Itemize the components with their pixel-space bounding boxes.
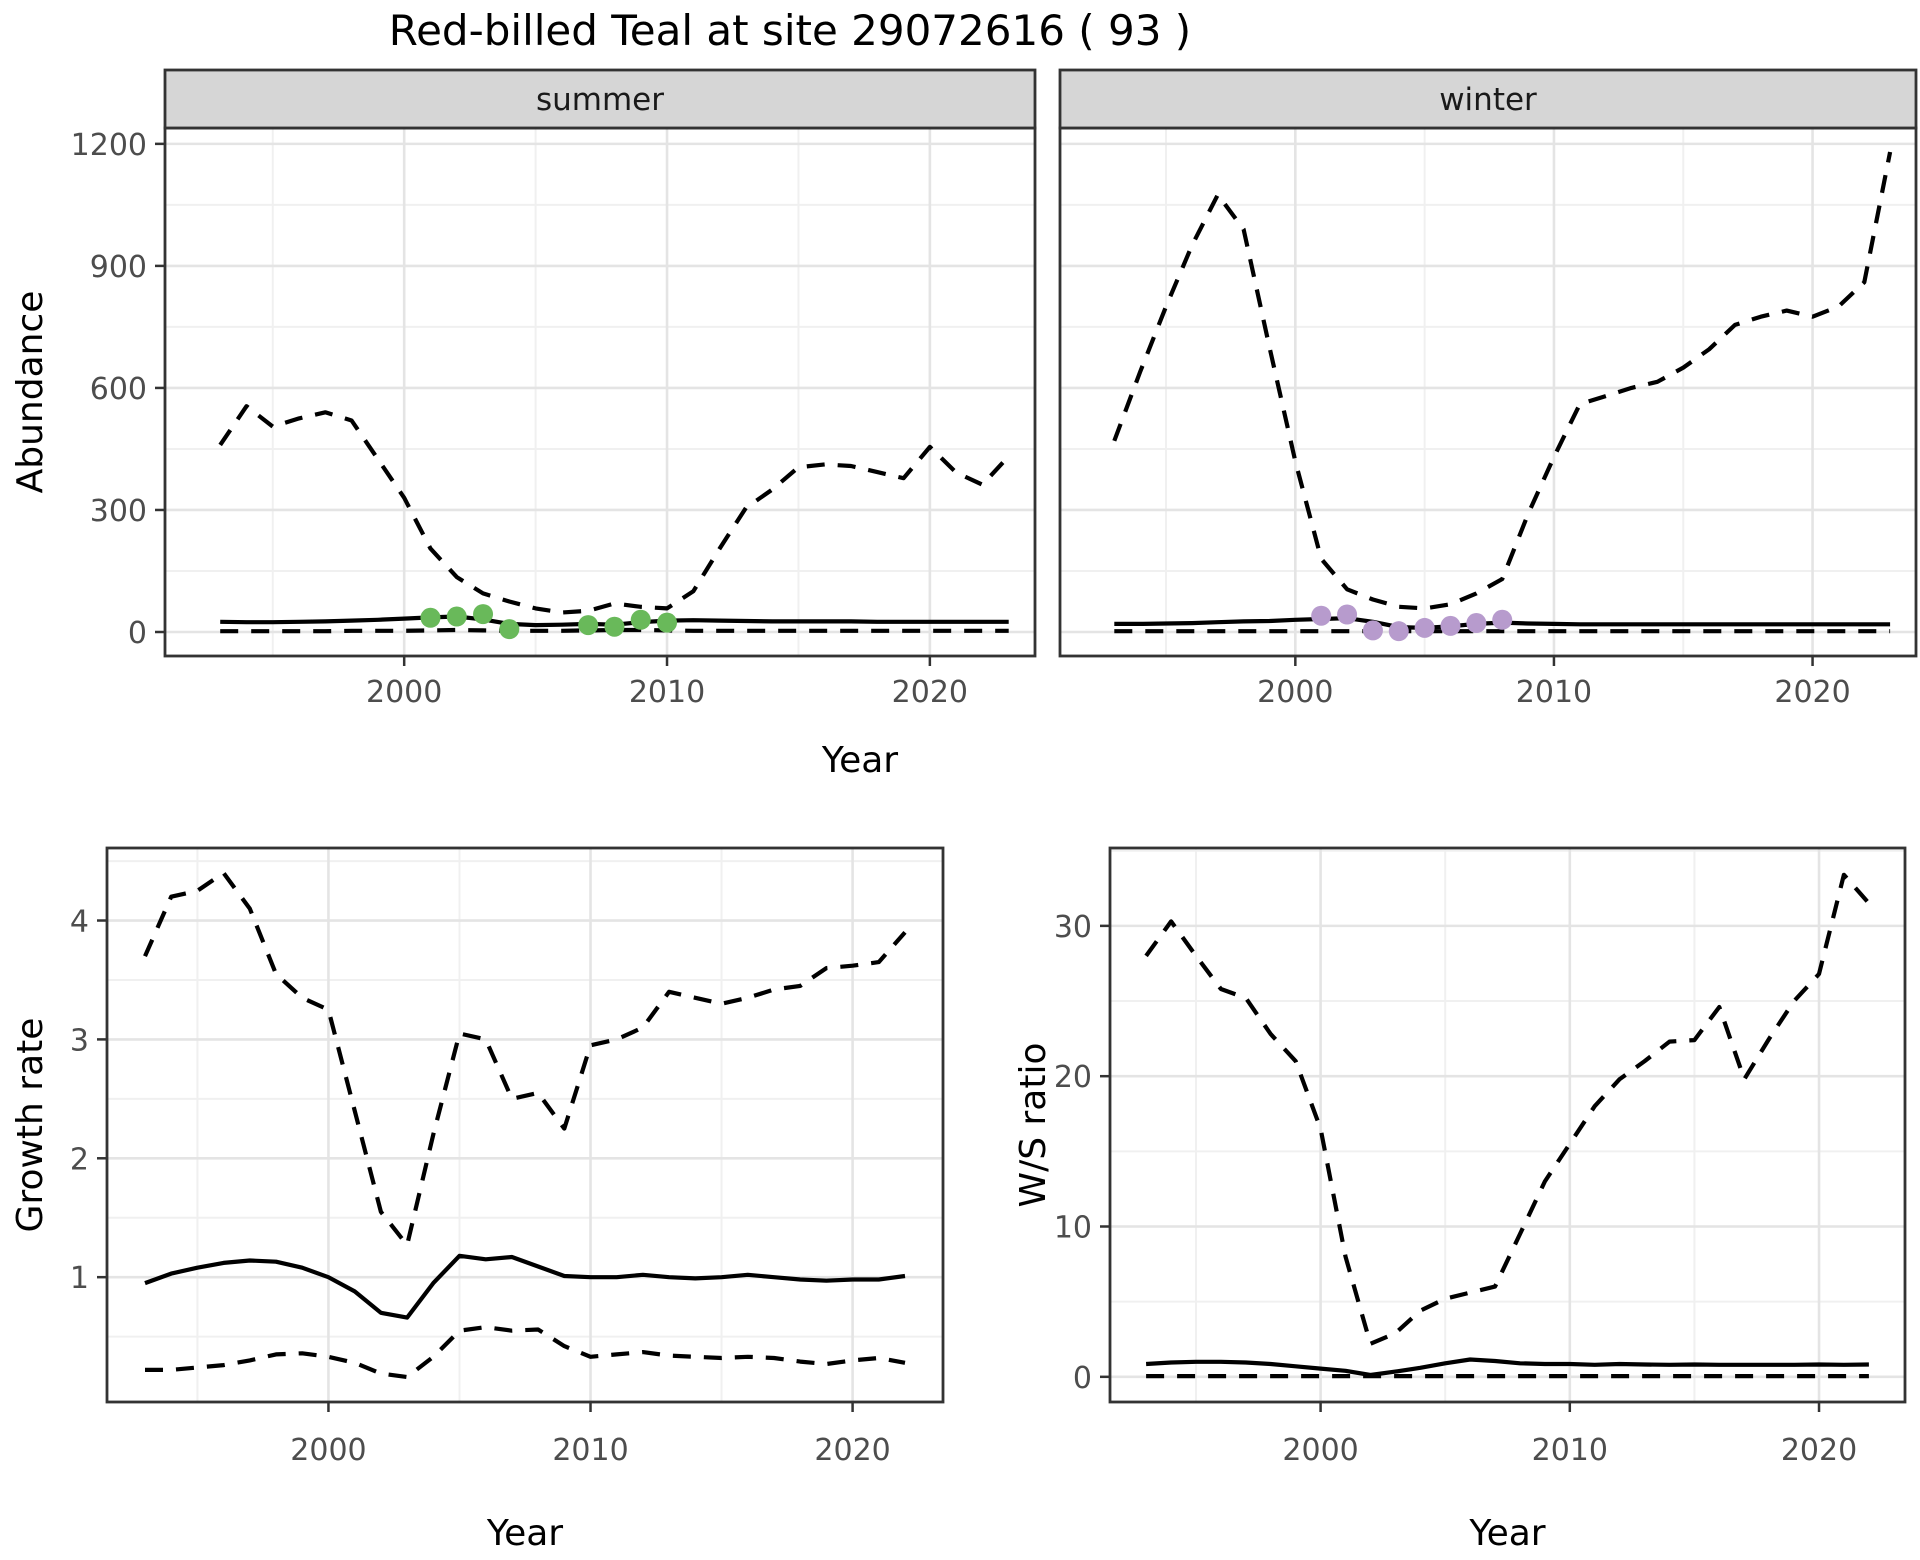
- data-point: [1440, 615, 1461, 636]
- x-tick-label: 2000: [1282, 1433, 1358, 1468]
- x-tick-label: 2020: [1781, 1433, 1857, 1468]
- x-tick-label: 2000: [290, 1433, 366, 1468]
- y-axis-title-growth-rate: Growth rate: [10, 1018, 51, 1233]
- x-tick-label: 2020: [892, 675, 968, 710]
- data-point: [1337, 604, 1358, 625]
- top-y-axis-title: Abundance: [10, 291, 51, 494]
- y-axis-title-ws-ratio: W/S ratio: [1013, 1042, 1054, 1207]
- facet-strip-label: summer: [536, 82, 664, 118]
- top-x-axis-title: Year: [821, 740, 898, 781]
- y-tick-label: 600: [90, 372, 147, 407]
- x-tick-label: 2020: [1774, 675, 1850, 710]
- x-axis-title-growth-rate: Year: [486, 1513, 563, 1554]
- y-tick-label: 30: [1054, 910, 1092, 945]
- series-lower-credible-interval: [220, 627, 1009, 634]
- data-point: [1362, 620, 1383, 641]
- data-point: [1311, 605, 1332, 626]
- data-point: [604, 616, 625, 637]
- x-tick-label: 2000: [366, 675, 442, 710]
- data-point: [578, 615, 599, 636]
- x-tick-label: 2010: [629, 675, 705, 710]
- y-tick-label: 10: [1054, 1211, 1092, 1246]
- facet-strip-label: winter: [1439, 82, 1537, 118]
- panel-growth-rate: 2000 2010 2020 1 2 3 4 Year Growth rate: [10, 846, 945, 1554]
- y-tick-label: 1200: [71, 128, 147, 163]
- data-point: [420, 607, 441, 628]
- x-tick-label: 2010: [552, 1433, 628, 1468]
- data-point: [1414, 617, 1435, 638]
- x-tick-label: 2010: [1532, 1433, 1608, 1468]
- y-tick-label: 0: [1073, 1361, 1092, 1396]
- series-median-growth-rate: [144, 1253, 906, 1320]
- series-upper-credible-interval: [218, 404, 1011, 615]
- x-tick-label: 2010: [1516, 675, 1592, 710]
- data-point: [499, 619, 520, 640]
- data-point: [473, 604, 494, 625]
- data-point: [657, 612, 678, 633]
- series-upper-credible-interval: [143, 870, 907, 1248]
- y-tick-label: 0: [128, 616, 147, 651]
- y-tick-label: 900: [90, 250, 147, 285]
- y-tick-label: 2: [70, 1142, 89, 1177]
- observed-summer-counts: [420, 604, 678, 640]
- y-tick-label: 1: [70, 1261, 89, 1296]
- facet-strip-summer: [163, 68, 1037, 130]
- series-lower-credible-interval: [145, 1325, 906, 1380]
- chart-title: Red-billed Teal at site 29072616 ( 93 ): [388, 6, 1192, 55]
- panel-ws-ratio: 2000 2010 2020 0 10 20 30 Year W/S ratio: [1013, 846, 1907, 1554]
- data-point: [630, 609, 651, 630]
- series-median-ws-ratio: [1145, 1357, 1869, 1378]
- data-point: [1492, 609, 1513, 630]
- x-tick-label: 2020: [814, 1433, 890, 1468]
- y-tick-label: 4: [70, 905, 89, 940]
- y-tick-label: 300: [90, 494, 147, 529]
- facet-strip-winter: [1058, 68, 1918, 130]
- panel-abundance-winter: winter 2000 2010 2020: [1058, 68, 1918, 710]
- data-point: [1466, 613, 1487, 634]
- observed-winter-counts: [1311, 604, 1513, 642]
- data-point: [446, 606, 467, 627]
- y-tick-label: 3: [70, 1023, 89, 1058]
- series-upper-credible-interval: [1112, 151, 1893, 611]
- data-point: [1388, 621, 1409, 642]
- y-tick-label: 20: [1054, 1060, 1092, 1095]
- x-tick-label: 2000: [1257, 675, 1333, 710]
- series-upper-credible-interval: [1144, 872, 1871, 1346]
- panel-abundance-summer: summer 2000 2010 2020 0 300 600 900 1200: [71, 68, 1037, 710]
- x-axis-title-ws-ratio: Year: [1468, 1513, 1545, 1554]
